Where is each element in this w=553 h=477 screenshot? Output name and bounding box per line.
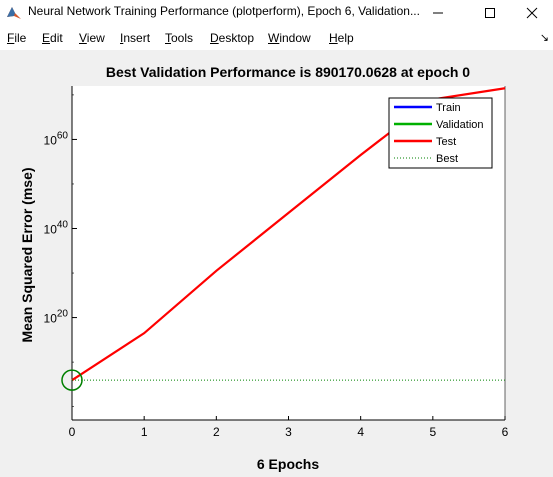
close-icon	[526, 7, 538, 19]
legend-test-label: Test	[436, 136, 456, 148]
menu-view[interactable]: View	[79, 31, 105, 45]
figure-canvas: Best Validation Performance is 890170.06…	[0, 50, 553, 477]
chart-title: Best Validation Performance is 890170.06…	[106, 64, 470, 80]
x-tick-label: 6	[502, 425, 509, 439]
menu-overflow-icon[interactable]: ↘	[539, 32, 549, 44]
x-tick-label: 1	[141, 425, 148, 439]
close-button[interactable]	[509, 0, 553, 26]
menu-window[interactable]: Window	[268, 31, 311, 45]
legend-box	[388, 97, 493, 169]
y-axis-ticks: 1020 1040 1060	[44, 94, 77, 407]
maximize-button[interactable]	[467, 0, 513, 26]
maximize-icon	[485, 8, 495, 18]
y-tick-label: 1020	[44, 309, 69, 326]
minimize-button[interactable]	[415, 0, 461, 26]
legend-validation-label: Validation	[436, 119, 484, 131]
menu-bar: File Edit View Insert Tools Desktop Wind…	[0, 26, 553, 50]
title-bar[interactable]: Neural Network Training Performance (plo…	[0, 0, 553, 26]
x-tick-label: 4	[357, 425, 364, 439]
window-title: Neural Network Training Performance (plo…	[28, 4, 420, 18]
y-tick-label: 1040	[44, 220, 69, 237]
legend-best-label: Best	[436, 153, 458, 165]
menu-file[interactable]: File	[7, 31, 27, 45]
legend[interactable]: Train Validation Test Best	[388, 97, 493, 169]
y-tick-label: 1060	[44, 130, 69, 147]
matlab-icon	[7, 7, 21, 19]
performance-chart: Best Validation Performance is 890170.06…	[19, 64, 509, 472]
x-tick-label: 0	[69, 425, 76, 439]
menu-insert[interactable]: Insert	[120, 31, 151, 45]
minimize-icon	[433, 12, 443, 14]
x-tick-label: 3	[285, 425, 292, 439]
menu-desktop[interactable]: Desktop	[210, 31, 255, 45]
best-epoch-marker	[61, 369, 83, 391]
menu-edit[interactable]: Edit	[42, 31, 63, 45]
legend-train-label: Train	[436, 102, 461, 114]
x-axis-label: 6 Epochs	[257, 456, 319, 472]
menu-tools[interactable]: Tools	[165, 31, 194, 45]
menu-help[interactable]: Help	[329, 31, 354, 45]
x-axis-ticks: 0 1 2 3 4 5 6	[69, 416, 509, 439]
x-tick-label: 5	[429, 425, 436, 439]
x-tick-label: 2	[213, 425, 220, 439]
y-axis-label: Mean Squared Error (mse)	[19, 167, 35, 342]
